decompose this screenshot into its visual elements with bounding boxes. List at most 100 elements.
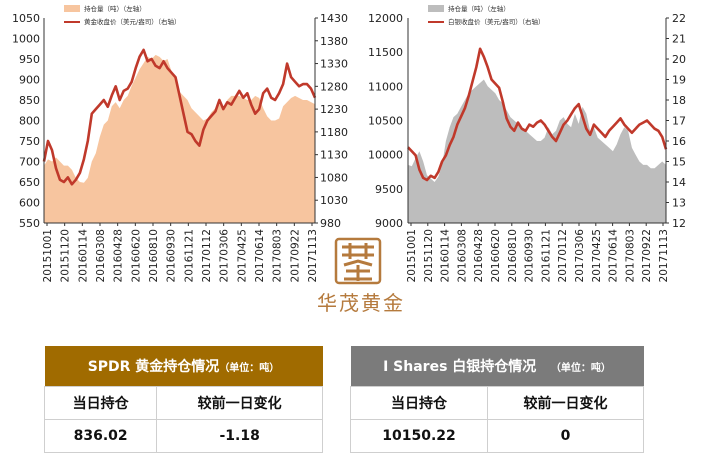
silver-col-change: 较前一日变化	[487, 386, 644, 420]
x-tick-label: 20170614	[254, 229, 266, 283]
right-tick-label: 16	[672, 135, 686, 148]
x-tick-label: 20160930	[166, 229, 178, 282]
left-tick-label: 1050	[12, 12, 40, 25]
left-tick-label: 10500	[368, 115, 403, 128]
x-tick-label: 20160810	[507, 229, 519, 282]
right-tick-label: 21	[672, 33, 686, 46]
left-tick-label: 9500	[375, 183, 403, 196]
x-tick-label: 20151120	[60, 229, 72, 282]
x-tick-label: 20161121	[183, 229, 195, 282]
left-tick-label: 550	[19, 217, 40, 230]
x-tick-label: 20161121	[540, 229, 552, 282]
x-tick-label: 20170425	[591, 229, 603, 282]
right-tick-label: 22	[672, 12, 686, 25]
legend-price: 黄金收盘价（美元/盎司）（右轴）	[84, 17, 180, 26]
gold-val-change: -1.18	[156, 419, 323, 453]
silver-chart: 9000 9500 10000 10500 11000 11500 12000 12 13 14 1…	[368, 4, 686, 282]
silver-col-today: 当日持仓	[349, 386, 489, 420]
left-tick-label: 11500	[368, 46, 403, 59]
right-tick-label: 1230	[320, 103, 348, 116]
x-tick-label: 20170922	[641, 229, 653, 282]
x-tick-label: 20160810	[148, 229, 160, 282]
silver-table-title: I Shares 白银持仓情况 （单位：吨）	[350, 346, 644, 387]
silver-val-change: 0	[487, 419, 644, 453]
x-tick-label: 20171113	[307, 229, 319, 282]
x-tick-label: 20160428	[473, 229, 485, 282]
right-tick-label: 1080	[320, 171, 348, 184]
x-tick-label: 20160930	[524, 229, 536, 282]
right-tick-label: 18	[672, 94, 686, 107]
price-line	[407, 47, 668, 182]
x-tick-label: 20160428	[113, 229, 125, 282]
x-tick-label: 20160620	[490, 229, 502, 282]
silver-val-today: 10150.22	[349, 419, 489, 453]
left-tick-label: 800	[19, 115, 40, 128]
charts-area: 550 600 650 700 750 800 850 900 950 1000 1050 980 10…	[12, 4, 686, 282]
x-tick-label: 20170922	[289, 229, 301, 282]
x-tick-label: 20160114	[77, 229, 89, 283]
x-tick-label: 20171113	[658, 229, 670, 282]
holdings-area	[44, 54, 315, 224]
right-tick-label: 14	[672, 176, 686, 189]
x-tick-label: 20170306	[219, 229, 231, 283]
x-tick-label: 20160620	[130, 229, 142, 282]
gold-val-today: 836.02	[43, 419, 158, 453]
left-tick-label: 12000	[368, 12, 403, 25]
right-tick-label: 1030	[320, 194, 348, 207]
gold-table-title: SPDR 黄金持仓情况（单位：吨）	[44, 346, 323, 387]
x-tick-label: 20170306	[574, 229, 586, 283]
right-tick-label: 980	[320, 217, 341, 230]
x-tick-label: 20170112	[557, 229, 569, 282]
gold-chart: 550 600 650 700 750 800 850 900 950 1000 1050 980 10…	[12, 4, 348, 282]
silver-table-unit: （单位：吨）	[550, 363, 611, 374]
x-tick-label: 20151120	[423, 229, 435, 282]
logo-text: 华茂黄金	[317, 291, 405, 315]
x-tick-label: 20151001	[406, 229, 418, 282]
right-tick-label: 1180	[320, 126, 348, 139]
left-tick-label: 10000	[368, 149, 403, 162]
right-tick-label: 1430	[320, 12, 348, 25]
gold-col-change: 较前一日变化	[156, 386, 323, 420]
legend-area-swatch	[64, 5, 80, 12]
holdings-area	[408, 79, 666, 223]
silver-table-title-text: I Shares 白银持仓情况	[383, 359, 537, 375]
left-tick-label: 850	[19, 94, 40, 107]
legend-holdings: 持仓量（吨）（左轴）	[84, 4, 146, 13]
left-tick-label: 600	[19, 197, 40, 210]
left-tick-label: 650	[19, 176, 40, 189]
right-tick-label: 15	[672, 156, 686, 169]
left-tick-label: 9000	[375, 217, 403, 230]
right-tick-label: 13	[672, 197, 686, 210]
x-tick-label: 20170803	[272, 229, 284, 282]
gold-table-title-text: SPDR 黄金持仓情况	[87, 359, 220, 375]
right-tick-label: 1380	[320, 35, 348, 48]
left-tick-label: 700	[19, 156, 40, 169]
x-tick-label: 20151001	[42, 229, 54, 282]
right-tick-label: 1130	[320, 149, 348, 162]
legend-price: 白银收盘价（美元/盎司）（右轴）	[448, 17, 544, 26]
right-tick-label: 19	[672, 74, 686, 87]
legend-holdings: 持仓量（吨）（左轴）	[448, 4, 510, 13]
right-tick-label: 20	[672, 53, 686, 66]
right-tick-label: 12	[672, 217, 686, 230]
right-tick-label: 1330	[320, 58, 348, 71]
logo-icon	[334, 237, 382, 285]
x-tick-label: 20170614	[608, 229, 620, 283]
silver-holdings-table: I Shares 白银持仓情况 （单位：吨） 当日持仓 较前一日变化 10150…	[349, 346, 644, 453]
x-tick-label: 20160308	[456, 229, 468, 282]
legend-area-swatch	[428, 5, 444, 12]
left-tick-label: 750	[19, 135, 40, 148]
left-tick-label: 950	[19, 53, 40, 66]
left-tick-label: 900	[19, 74, 40, 87]
x-tick-label: 20170425	[236, 229, 248, 282]
price-line	[42, 48, 317, 186]
gold-col-today: 当日持仓	[43, 386, 158, 420]
x-tick-label: 20170803	[624, 229, 636, 282]
x-tick-label: 20160114	[440, 229, 452, 283]
x-tick-label: 20160308	[95, 229, 107, 282]
right-tick-label: 1280	[320, 80, 348, 93]
right-tick-label: 17	[672, 115, 686, 128]
x-tick-label: 20170112	[201, 229, 213, 282]
gold-holdings-table: SPDR 黄金持仓情况（单位：吨） 当日持仓 较前一日变化 836.02 -1.…	[43, 346, 323, 453]
left-tick-label: 11000	[368, 80, 403, 93]
